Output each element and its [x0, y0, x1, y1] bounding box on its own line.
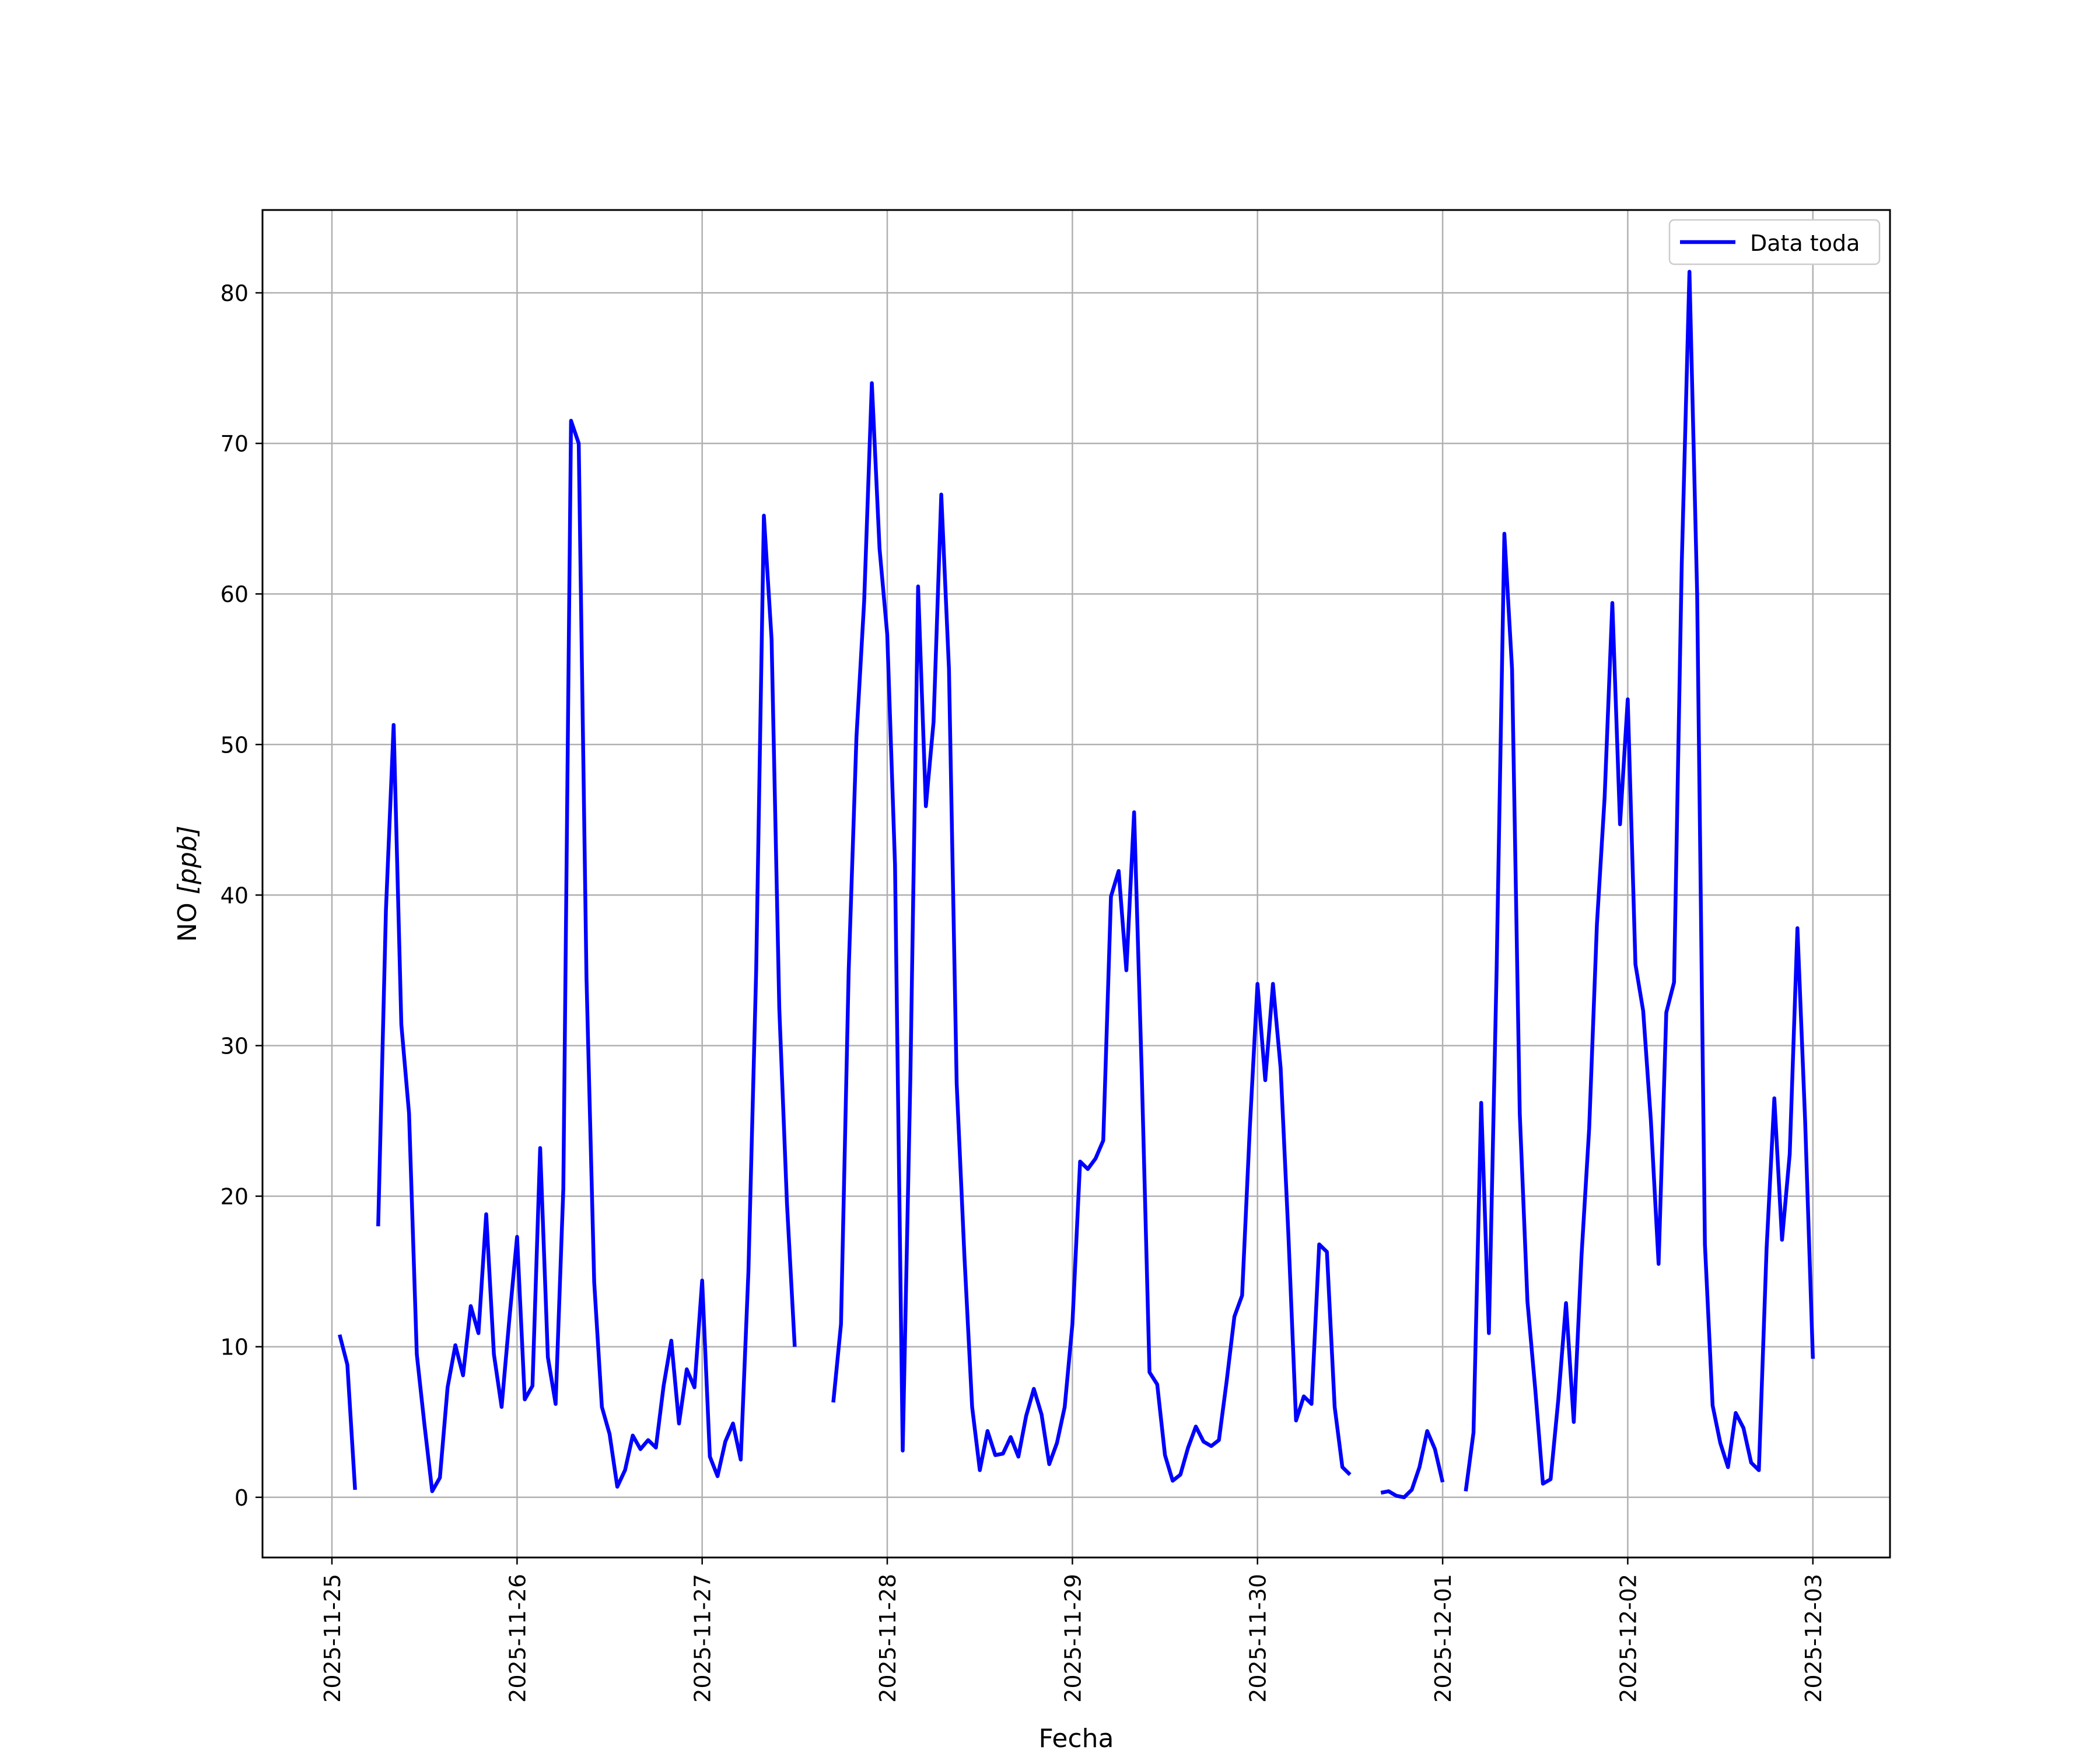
y-axis-label-unit: [ppb]: [173, 825, 202, 894]
x-tick-label: 2025-11-27: [690, 1574, 716, 1703]
y-tick-label: 70: [220, 431, 249, 457]
plot-frame: [261, 209, 1891, 1559]
series-line-segment: [1380, 1429, 1445, 1500]
series-line-segment: [831, 381, 1352, 1483]
legend-box: [1668, 219, 1881, 265]
y-tick-label: 10: [220, 1335, 249, 1360]
y-axis-label-prefix: NO: [173, 894, 202, 942]
y-tick-label: 30: [220, 1034, 249, 1059]
y-tick-label: 40: [220, 883, 249, 908]
y-tick-label: 50: [220, 732, 249, 758]
x-tick-label: 2025-11-25: [320, 1574, 345, 1703]
x-tick-label: 2025-11-26: [505, 1574, 530, 1703]
y-tick-label: 0: [235, 1485, 249, 1511]
x-axis-label: Fecha: [1038, 1724, 1114, 1750]
y-axis-label: NO [ppb]: [173, 825, 202, 942]
x-tick-label: 2025-11-29: [1060, 1574, 1086, 1703]
legend-label-data-toda: Data toda: [1750, 230, 1860, 256]
series-line-segment: [1464, 270, 1815, 1492]
y-tick-label: 60: [220, 582, 249, 607]
axis-ticks: [256, 292, 1814, 1564]
series-data-toda: [338, 270, 1815, 1500]
series-line-segment: [376, 419, 797, 1493]
x-tick-label: 2025-12-01: [1430, 1574, 1456, 1703]
x-tick-label: 2025-11-28: [875, 1574, 901, 1703]
series-line-segment: [338, 1334, 357, 1490]
axis-tick-labels: 0 10 20 30 40 50 60 70 80 2025-11-25 2025-11-26 202…: [220, 281, 1826, 1703]
legend[interactable]: Data toda: [1668, 219, 1881, 265]
x-tick-label: 2025-11-30: [1245, 1574, 1271, 1703]
y-tick-label: 20: [220, 1184, 249, 1210]
y-tick-label: 80: [220, 281, 249, 306]
x-tick-label: 2025-12-02: [1615, 1574, 1641, 1703]
x-tick-label: 2025-12-03: [1801, 1574, 1826, 1703]
